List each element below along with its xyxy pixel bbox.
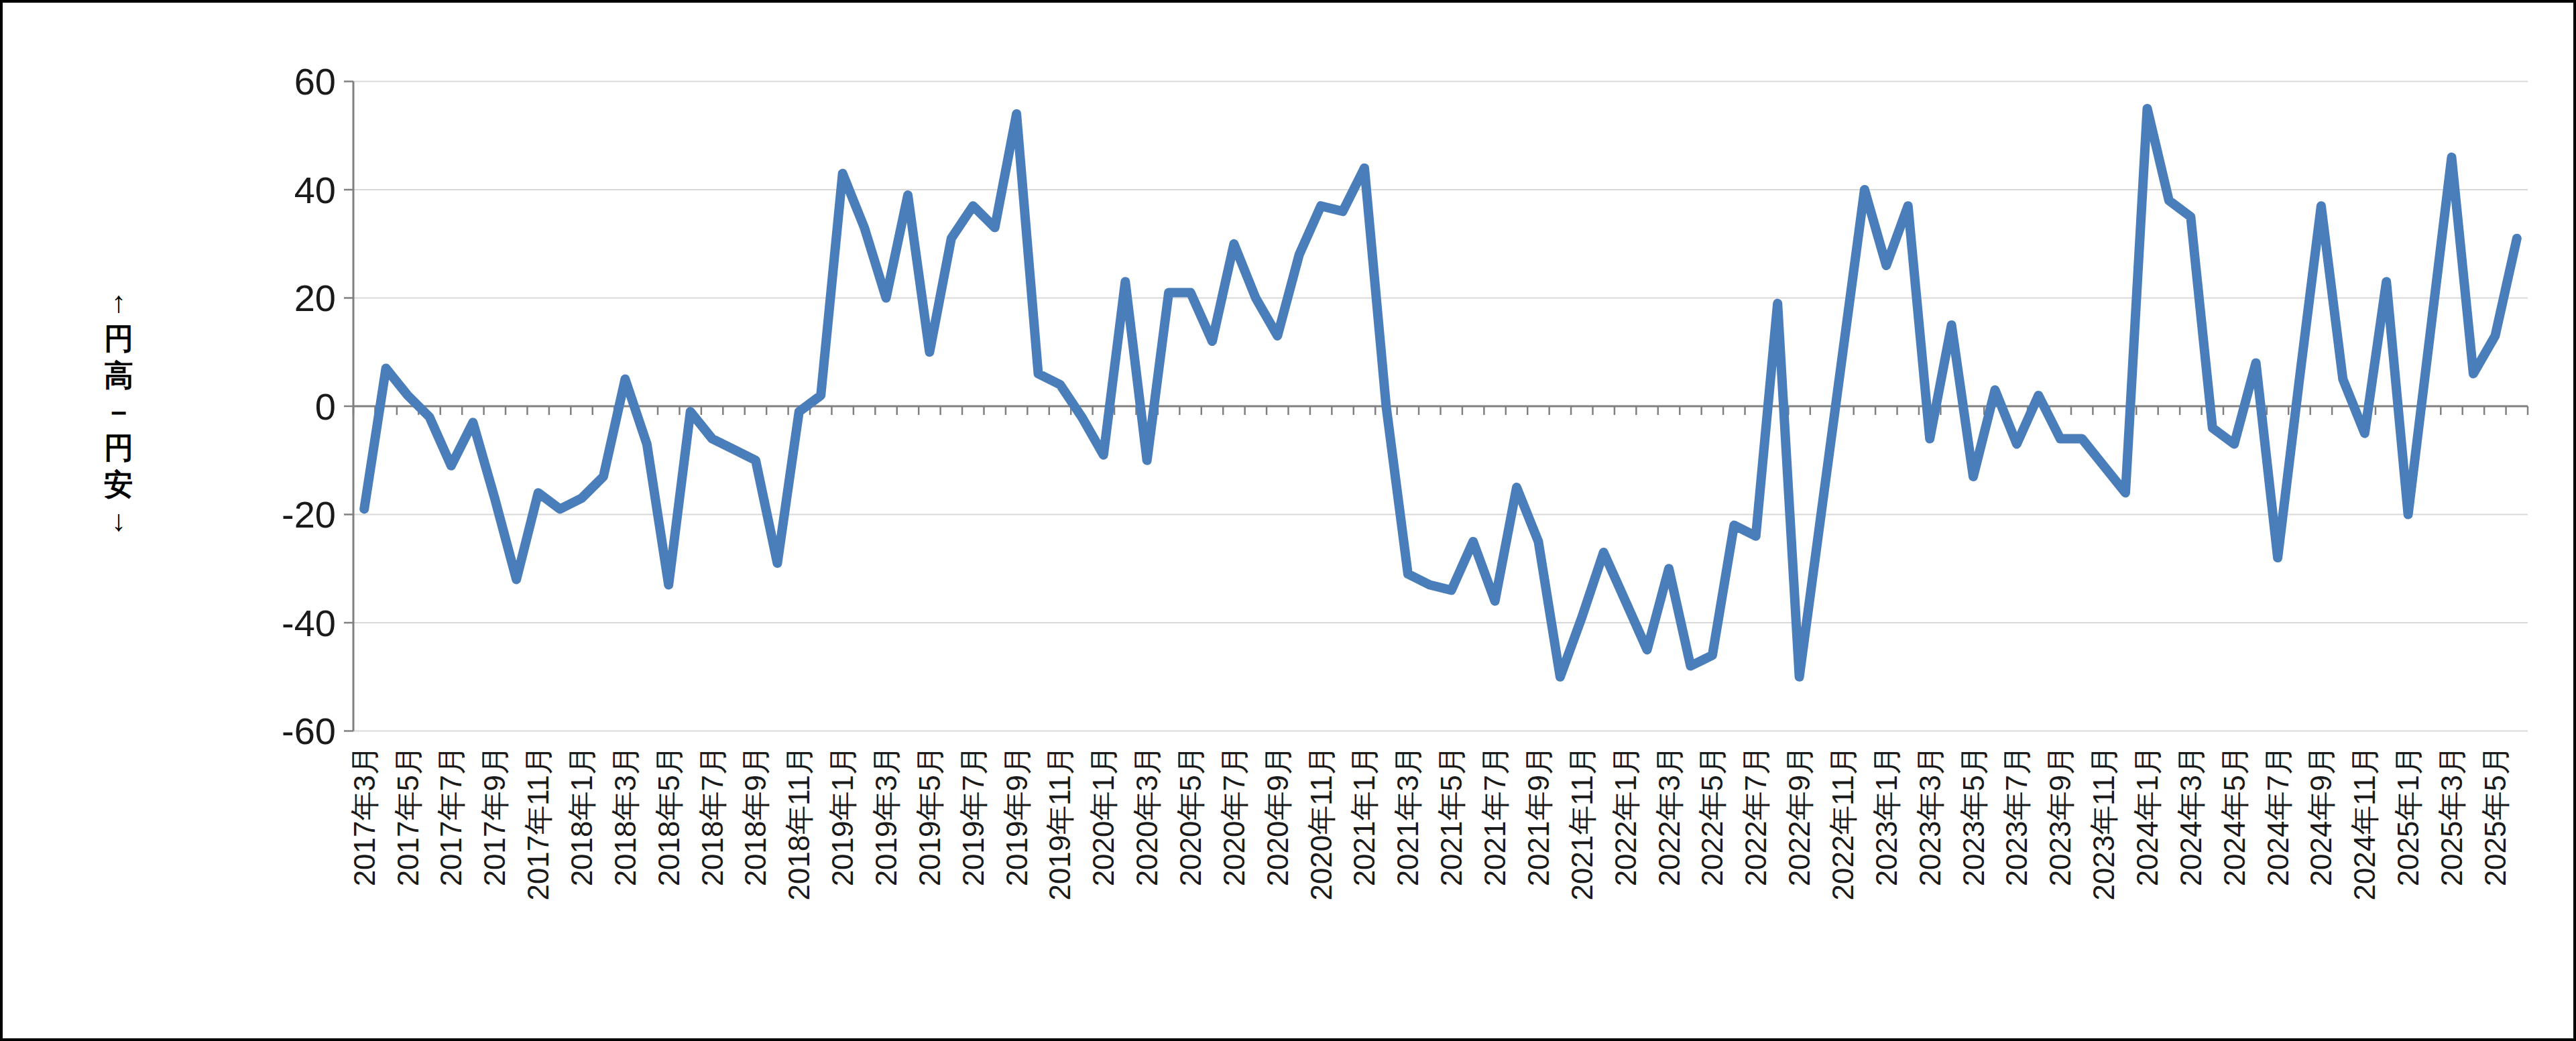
x-tick-label: 2018年11月 (782, 745, 815, 901)
x-tick-label: 2017年5月 (392, 745, 424, 886)
y-tick-label: 0 (315, 385, 336, 428)
y-tick-label: -40 (282, 602, 336, 644)
y-axis-title-char: 円 (104, 433, 133, 463)
x-tick-label: 2022年1月 (1609, 745, 1642, 886)
x-tick-label: 2025年5月 (2479, 745, 2512, 886)
x-tick-label: 2018年7月 (696, 745, 729, 886)
x-tick-label: 2025年3月 (2435, 745, 2468, 886)
x-tick-label: 2021年9月 (1522, 745, 1555, 886)
x-tick-label: 2025年1月 (2392, 745, 2424, 886)
x-tick-label: 2022年7月 (1739, 745, 1772, 886)
x-tick-label: 2019年7月 (957, 745, 990, 886)
y-axis-title: ↑円高－円安↓ (89, 288, 149, 536)
x-tick-label: 2019年5月 (913, 745, 946, 886)
x-tick-label: 2020年3月 (1130, 745, 1163, 886)
x-tick-label: 2020年11月 (1305, 745, 1338, 901)
y-tick-label: 60 (294, 60, 336, 103)
x-tick-label: 2020年1月 (1087, 745, 1120, 886)
x-tick-label: 2023年1月 (1870, 745, 1903, 886)
x-tick-label: 2023年7月 (2000, 745, 2033, 886)
x-tick-label: 2017年3月 (348, 745, 381, 886)
x-tick-label: 2021年11月 (1566, 745, 1598, 901)
y-axis-title-char: － (104, 397, 133, 426)
x-tick-label: 2021年5月 (1435, 745, 1468, 886)
x-tick-label: 2017年9月 (478, 745, 511, 886)
y-tick-label: 20 (294, 277, 336, 319)
x-tick-label: 2024年11月 (2348, 745, 2381, 901)
x-tick-label: 2023年9月 (2044, 745, 2076, 886)
line-chart: 60 40 20 0 -20 -40 -60 2017年3月 2017年5月 2017年7月 201… (3, 3, 2576, 1041)
x-tick-label: 2018年1月 (565, 745, 598, 886)
x-tick-label: 2019年9月 (1000, 745, 1033, 886)
x-tick-label: 2018年5月 (652, 745, 685, 886)
y-axis-title-char: ↓ (111, 506, 126, 536)
x-tick-label: 2022年5月 (1696, 745, 1729, 886)
y-axis-title-char: 円 (104, 324, 133, 353)
x-tick-label: 2019年1月 (826, 745, 859, 886)
y-axis-title-char: 高 (104, 361, 133, 390)
x-tick-label: 2023年11月 (2087, 745, 2120, 901)
x-tick-label: 2021年7月 (1478, 745, 1511, 886)
x-tick-label: 2024年1月 (2131, 745, 2164, 886)
x-tick-label: 2018年9月 (739, 745, 772, 886)
y-tick-label: -60 (282, 710, 336, 752)
x-tick-label: 2020年9月 (1261, 745, 1294, 886)
x-tick-label: 2020年5月 (1174, 745, 1207, 886)
x-tick-label: 2019年11月 (1043, 745, 1076, 901)
x-tick-label: 2024年9月 (2304, 745, 2337, 886)
x-tick-label: 2017年11月 (522, 745, 554, 901)
x-tick-label: 2020年7月 (1218, 745, 1250, 886)
y-tick-label: -20 (282, 493, 336, 536)
chart-canvas: ↑円高－円安↓ 6040200-20-40-602017年3月2017年5月20… (0, 0, 2576, 1041)
y-axis-title-char: ↑ (111, 288, 126, 317)
x-tick-label: 2024年5月 (2218, 745, 2251, 886)
x-tick-label: 2021年3月 (1391, 745, 1424, 886)
x-tick-label: 2022年9月 (1783, 745, 1816, 886)
x-tick-label: 2022年3月 (1653, 745, 1686, 886)
x-tick-label: 2017年7月 (434, 745, 467, 886)
x-tick-label: 2024年7月 (2262, 745, 2294, 886)
x-tick-label: 2021年1月 (1348, 745, 1381, 886)
y-axis-title-char: 安 (104, 470, 133, 499)
x-tick-label: 2022年11月 (1826, 745, 1859, 901)
series-line (364, 109, 2517, 677)
y-tick-label: 40 (294, 169, 336, 211)
x-tick-label: 2018年3月 (609, 745, 642, 886)
x-tick-label: 2023年3月 (1914, 745, 1946, 886)
x-tick-label: 2019年3月 (870, 745, 902, 886)
x-tick-label: 2023年5月 (1957, 745, 1990, 886)
x-tick-label: 2024年3月 (2174, 745, 2207, 886)
